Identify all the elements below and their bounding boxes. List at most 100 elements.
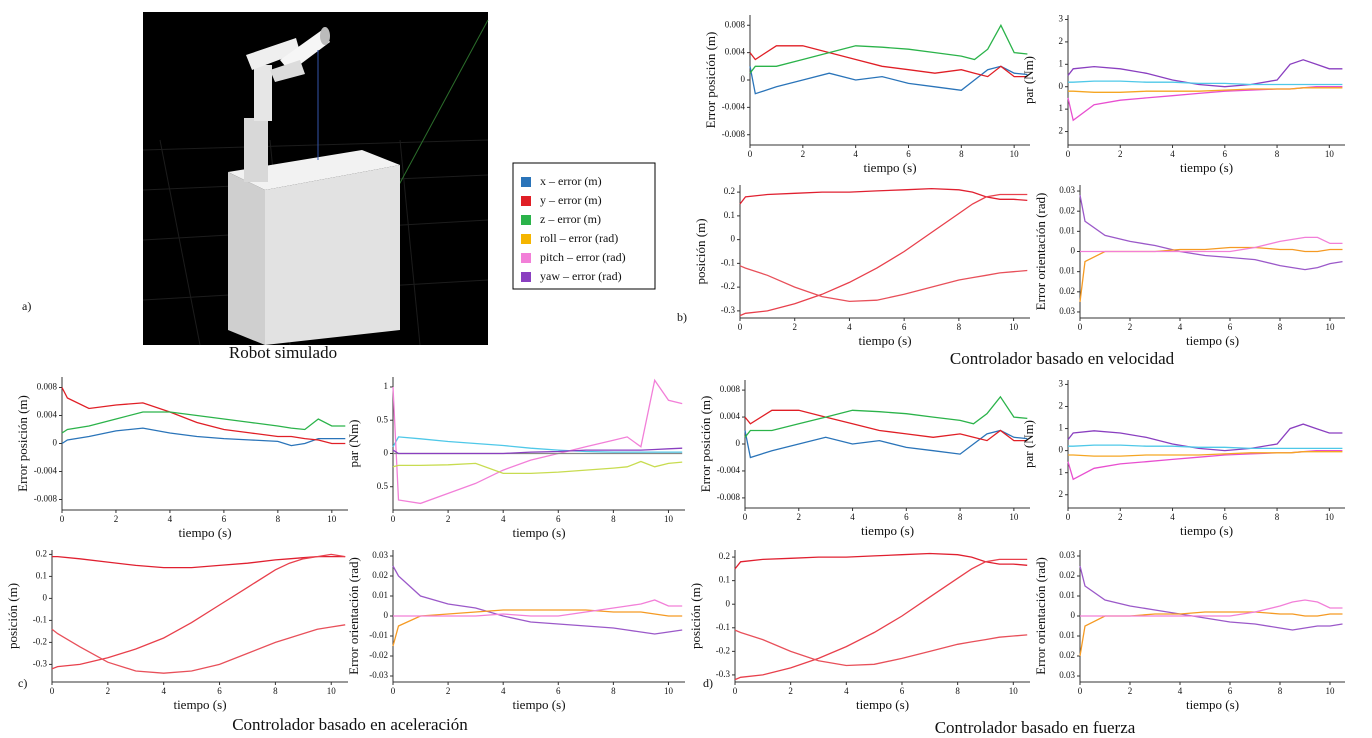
x-tick-label: 2 (788, 686, 793, 696)
y-tick-label: 1 (1059, 103, 1064, 113)
x-axis-label: tiempo (s) (1186, 333, 1239, 348)
x-axis-label: tiempo (s) (512, 697, 565, 712)
legend-label: z – error (m) (540, 212, 601, 226)
y-tick-label: 0.2 (719, 551, 730, 561)
chart: 0.030.020.010-0.01-0.02-0.030 2 4 6 8 10tiemp… (346, 550, 685, 712)
series-line (744, 409, 1028, 442)
legend-label: x – error (m) (540, 174, 602, 188)
series-line (744, 395, 1028, 438)
x-tick-label: 2 (106, 686, 111, 696)
x-tick-label: 6 (1228, 686, 1233, 696)
x-axis-label: tiempo (s) (173, 697, 226, 712)
x-tick-label: 8 (958, 512, 963, 522)
y-tick-label: -0.3 (716, 669, 731, 679)
series-line (392, 378, 683, 505)
series-line (1068, 87, 1343, 93)
x-tick-label: 10 (1325, 149, 1335, 159)
y-axis-label: par (Nm) (1021, 420, 1036, 468)
y-axis-label: Error orientación (rad) (1033, 557, 1048, 675)
x-tick-label: 8 (611, 686, 616, 696)
y-axis-label: posición (m) (5, 583, 20, 649)
series-line (1068, 80, 1343, 86)
series-line (1080, 236, 1343, 253)
y-tick-label: -0.2 (33, 636, 47, 646)
x-tick-label: 10 (1009, 512, 1019, 522)
x-tick-label: 6 (556, 686, 561, 696)
caption: Controlador basado en velocidad (950, 349, 1175, 368)
robot-render (142, 12, 489, 346)
series-line (749, 45, 1028, 78)
x-tick-label: 6 (1223, 149, 1228, 159)
y-tick-label: 0.004 (725, 47, 746, 57)
series-line (1067, 423, 1343, 452)
x-tick-label: 4 (850, 512, 855, 522)
x-tick-label: 8 (1275, 512, 1280, 522)
series-line (1067, 449, 1343, 481)
x-tick-label: 6 (900, 686, 905, 696)
x-axis-label: tiempo (s) (856, 697, 909, 712)
x-tick-label: 6 (556, 514, 561, 524)
y-axis-label: posición (m) (688, 583, 703, 649)
caption: Controlador basado en aceleración (232, 715, 468, 734)
y-tick-label: -0.02 (369, 650, 388, 660)
legend-swatch (521, 234, 531, 244)
series-line (739, 265, 1028, 303)
x-tick-label: 10 (1009, 686, 1019, 696)
y-tick-label: 0.01 (1059, 630, 1075, 640)
y-tick-label: 0.1 (724, 210, 735, 220)
y-tick-label: 0.03 (1059, 550, 1075, 560)
y-tick-label: -0.004 (34, 466, 58, 476)
x-tick-label: 4 (1170, 512, 1175, 522)
x-tick-label: 4 (501, 686, 506, 696)
y-tick-label: -0.1 (716, 622, 730, 632)
x-tick-label: 8 (1278, 322, 1283, 332)
x-tick-label: 10 (1009, 322, 1019, 332)
series-line (749, 23, 1028, 74)
x-tick-label: 0 (391, 686, 396, 696)
series-line (61, 411, 346, 434)
panel-label: c) (18, 676, 27, 690)
y-tick-label: 0 (736, 438, 741, 448)
y-tick-label: -0.1 (33, 614, 47, 624)
y-tick-label: 0 (731, 234, 736, 244)
y-tick-label: 2 (1059, 401, 1064, 411)
y-tick-label: 0.01 (1059, 225, 1075, 235)
x-tick-label: 10 (327, 686, 337, 696)
x-tick-label: 4 (1170, 149, 1175, 159)
series-line (392, 436, 683, 453)
x-axis-label: tiempo (s) (861, 523, 914, 538)
y-tick-label: 0.02 (1059, 570, 1075, 580)
y-axis-label: par (Nm) (1021, 56, 1036, 104)
x-tick-label: 10 (1326, 322, 1336, 332)
series-line (739, 193, 1028, 317)
y-tick-label: 0.5 (377, 481, 389, 491)
y-tick-label: -0.008 (722, 129, 746, 139)
y-tick-label: -0.004 (722, 101, 746, 111)
x-tick-label: 0 (60, 514, 65, 524)
caption: Robot simulado (229, 343, 337, 362)
x-tick-label: 0 (743, 512, 748, 522)
x-axis-label: tiempo (s) (512, 525, 565, 540)
y-tick-label: 0.1 (36, 570, 47, 580)
x-tick-label: 4 (847, 322, 852, 332)
panel-label: a) (22, 299, 31, 313)
series-line (61, 427, 346, 447)
chart: 1 0.5 0 0.5 0 2 4 6 8 10 tiempo (s) par (Nm) (346, 377, 685, 540)
legend-swatch (521, 196, 531, 206)
x-tick-label: 10 (1010, 149, 1020, 159)
x-tick-label: 4 (168, 514, 173, 524)
y-tick-label: 0 (53, 438, 58, 448)
y-axis-label: Error orientación (rad) (346, 557, 361, 675)
series-line (52, 555, 346, 569)
y-tick-label: 0.1 (719, 575, 730, 585)
series-line (734, 629, 1028, 667)
series-line (392, 565, 683, 635)
x-tick-label: 10 (664, 686, 674, 696)
y-tick-label: -0.008 (717, 492, 741, 502)
y-tick-label: -0.2 (721, 281, 735, 291)
x-tick-label: 2 (1128, 322, 1133, 332)
x-axis-label: tiempo (s) (863, 160, 916, 175)
x-tick-label: 10 (1325, 512, 1335, 522)
y-tick-label: 0.5 (377, 414, 389, 424)
chart: 0.2 0.1 0 -0.1 -0.2 -0.3 0 2 4 6 8 10 tiempo (s) posi… (5, 548, 348, 712)
